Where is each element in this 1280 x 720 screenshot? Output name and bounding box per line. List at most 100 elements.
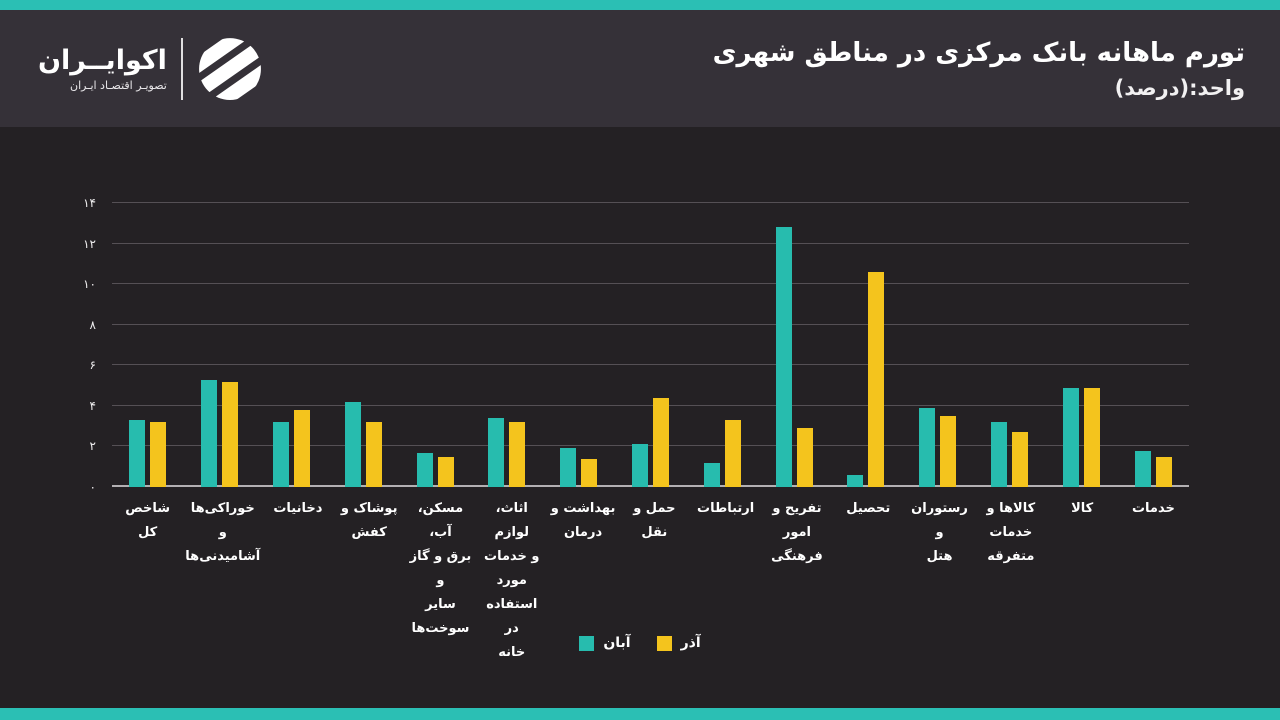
y-axis: ۰ ۲ ۴ ۶ ۸ ۱۰ ۱۲ ۱۴ — [56, 197, 102, 493]
legend-label: آبان — [603, 635, 631, 651]
top-accent-bar — [0, 0, 1280, 10]
bar — [272, 422, 289, 487]
bar — [703, 462, 720, 487]
bar — [581, 458, 598, 487]
bottom-accent-bar — [0, 708, 1280, 720]
bar-group — [256, 203, 328, 487]
x-axis-label: خدمات — [1131, 501, 1175, 516]
y-tick-label: ۱۴ — [83, 196, 96, 210]
gridline — [112, 445, 1189, 447]
y-tick-label: ۱۲ — [83, 236, 96, 251]
legend: آبان آذر — [0, 635, 1280, 651]
bar — [1155, 456, 1172, 487]
legend-item: آذر — [656, 635, 701, 651]
bar-group — [184, 203, 256, 487]
y-tick-label: ۰ — [89, 480, 96, 494]
gridline — [112, 364, 1189, 366]
bar-group — [902, 203, 974, 487]
x-axis-label: کالاها و خدمات متفرقه — [986, 501, 1036, 565]
title-block: تورم ماهانه بانک مرکزی در مناطق شهری واح… — [713, 37, 1245, 101]
x-axis-label: دخانیات — [273, 501, 323, 516]
bar-group — [758, 203, 830, 487]
page-title: تورم ماهانه بانک مرکزی در مناطق شهری — [712, 37, 1245, 68]
chart-region: ۰ ۲ ۴ ۶ ۸ ۱۰ ۱۲ ۱۴ شاخص کل خوراکی‌ها و آشامیدنی‌… — [0, 127, 1280, 708]
bar — [796, 428, 813, 487]
bar-group — [686, 203, 758, 487]
bar — [868, 271, 885, 487]
x-axis-label: تحصیل — [846, 501, 891, 516]
logo-text: اکوایــران تصویـر اقتصـاد ایـران — [38, 45, 167, 92]
y-tick-label: ۸ — [89, 317, 96, 332]
bar — [652, 397, 669, 487]
header: اکوایــران تصویـر اقتصـاد ایـران تورم ما… — [0, 10, 1280, 127]
bar — [129, 420, 146, 487]
x-axis-label: پوشاک و کفش — [340, 501, 398, 541]
bar — [416, 452, 433, 487]
x-axis-label: بهداشت و درمان — [550, 501, 616, 541]
x-axis-labels: شاخص کل خوراکی‌ها و آشامیدنی‌ها دخانیات پوش… — [112, 497, 1189, 665]
gridline — [112, 323, 1189, 325]
bar — [293, 409, 310, 487]
legend-item: آبان — [579, 635, 631, 651]
bar — [1134, 450, 1151, 487]
y-tick-label: ۴ — [89, 398, 96, 413]
bar — [724, 420, 741, 487]
bar — [344, 401, 361, 487]
bar-group — [974, 203, 1046, 487]
x-axis-label: تفریح و امور فرهنگی — [771, 501, 823, 565]
bar — [847, 474, 864, 487]
legend-label: آذر — [680, 635, 701, 651]
bar — [1062, 387, 1079, 487]
x-axis-label: ارتباطات — [697, 501, 755, 516]
unit-label: واحد:(درصد) — [1114, 76, 1245, 101]
bar-group — [615, 203, 687, 487]
bar — [150, 422, 167, 487]
bar-groups — [112, 203, 1189, 487]
bar — [201, 379, 218, 487]
gridline — [112, 202, 1189, 203]
y-tick-label: ۲ — [89, 439, 96, 454]
bar — [560, 448, 577, 487]
bar — [437, 456, 454, 487]
bar — [631, 444, 648, 487]
bar — [222, 381, 239, 487]
ecoiran-logo-icon — [198, 37, 261, 100]
x-axis-label: مسکن، آب، برق و گاز و سایر سوخت‌ها — [409, 501, 472, 637]
x-axis-label: خوراکی‌ها و آشامیدنی‌ها — [185, 501, 261, 565]
bar-group — [830, 203, 902, 487]
y-tick-label: ۶ — [89, 358, 96, 373]
gridline — [112, 283, 1189, 285]
bar — [919, 407, 936, 487]
legend-swatch — [579, 635, 595, 651]
bar — [488, 418, 505, 487]
legend-swatch — [656, 635, 672, 651]
x-axis-label: کالا — [1071, 501, 1094, 516]
bar-group — [112, 203, 184, 487]
bar-group — [1117, 203, 1189, 487]
bar — [775, 227, 792, 487]
ecoiran-logo: اکوایــران تصویـر اقتصـاد ایـران — [38, 36, 263, 102]
x-axis-label: اثاث، لوازم و خدمات مورد استفاده در خانه — [484, 501, 540, 661]
x-axis-label: رستوران و هتل — [911, 501, 968, 565]
plot-area — [112, 202, 1189, 487]
logo-name: اکوایــران — [38, 44, 167, 76]
bar — [365, 422, 382, 487]
logo-tagline: تصویـر اقتصـاد ایـران — [70, 79, 167, 93]
bar-group — [1045, 203, 1117, 487]
logo-divider — [180, 37, 183, 100]
gridline — [112, 242, 1189, 244]
x-axis-label: شاخص کل — [125, 501, 171, 541]
bar — [1083, 387, 1100, 487]
bar — [990, 422, 1007, 487]
gridline — [112, 485, 1189, 487]
bar-group — [471, 203, 543, 487]
bar — [509, 422, 526, 487]
bar-group — [543, 203, 615, 487]
bar — [1011, 432, 1028, 487]
gridline — [112, 404, 1189, 406]
bar-group — [399, 203, 471, 487]
bar — [940, 416, 957, 487]
bar-group — [327, 203, 399, 487]
x-axis-label: حمل و نقل — [633, 501, 676, 541]
y-tick-label: ۱۰ — [83, 277, 96, 292]
